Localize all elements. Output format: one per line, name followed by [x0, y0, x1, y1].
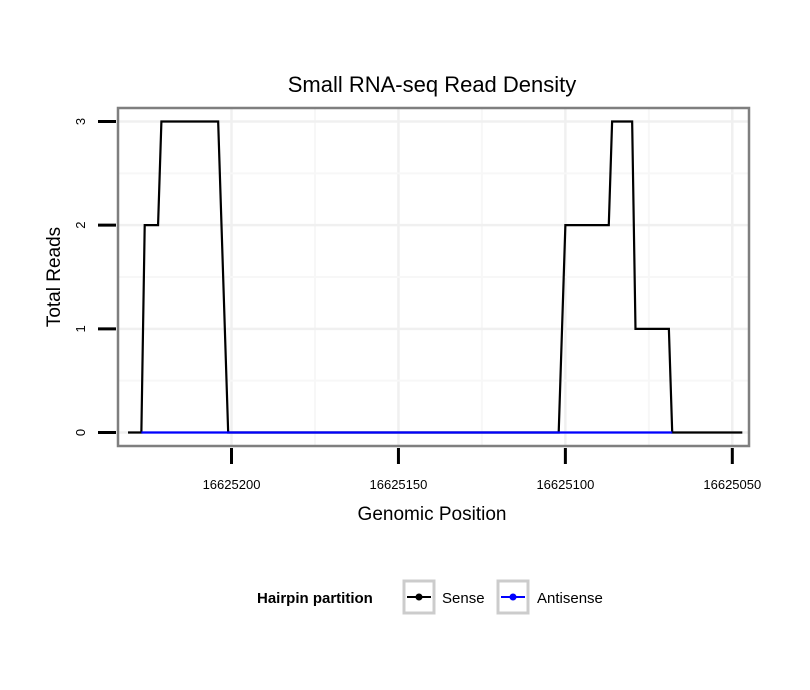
legend-item-antisense: Antisense — [496, 579, 603, 615]
x-tick-label: 16625050 — [703, 477, 761, 492]
series-layer — [128, 120, 743, 434]
y-tick-label: 1 — [73, 325, 88, 332]
legend-title: Hairpin partition — [257, 590, 373, 607]
legend: Hairpin partition Sense Antisense — [257, 579, 603, 615]
x-tick-label: 16625100 — [536, 477, 594, 492]
y-tick-label: 0 — [73, 429, 88, 436]
x-axis: 16625200 16625150 16625100 16625050 — [203, 448, 761, 492]
legend-item-sense: Sense — [402, 579, 485, 615]
y-axis-label: Total Reads — [44, 227, 65, 327]
series-line-sense — [128, 120, 743, 434]
x-tick-label: 16625150 — [370, 477, 428, 492]
y-axis: 0 1 2 3 — [73, 118, 116, 436]
legend-label-sense: Sense — [442, 590, 485, 607]
plot-border — [116, 106, 751, 448]
chart-title: Small RNA-seq Read Density — [288, 72, 577, 97]
legend-point-antisense — [509, 593, 517, 601]
y-tick-label: 3 — [73, 118, 88, 125]
legend-label-antisense: Antisense — [537, 590, 603, 607]
y-tick-label: 2 — [73, 222, 88, 229]
x-tick-label: 16625200 — [203, 477, 261, 492]
x-axis-label: Genomic Position — [358, 504, 507, 525]
legend-point-sense — [415, 593, 423, 601]
